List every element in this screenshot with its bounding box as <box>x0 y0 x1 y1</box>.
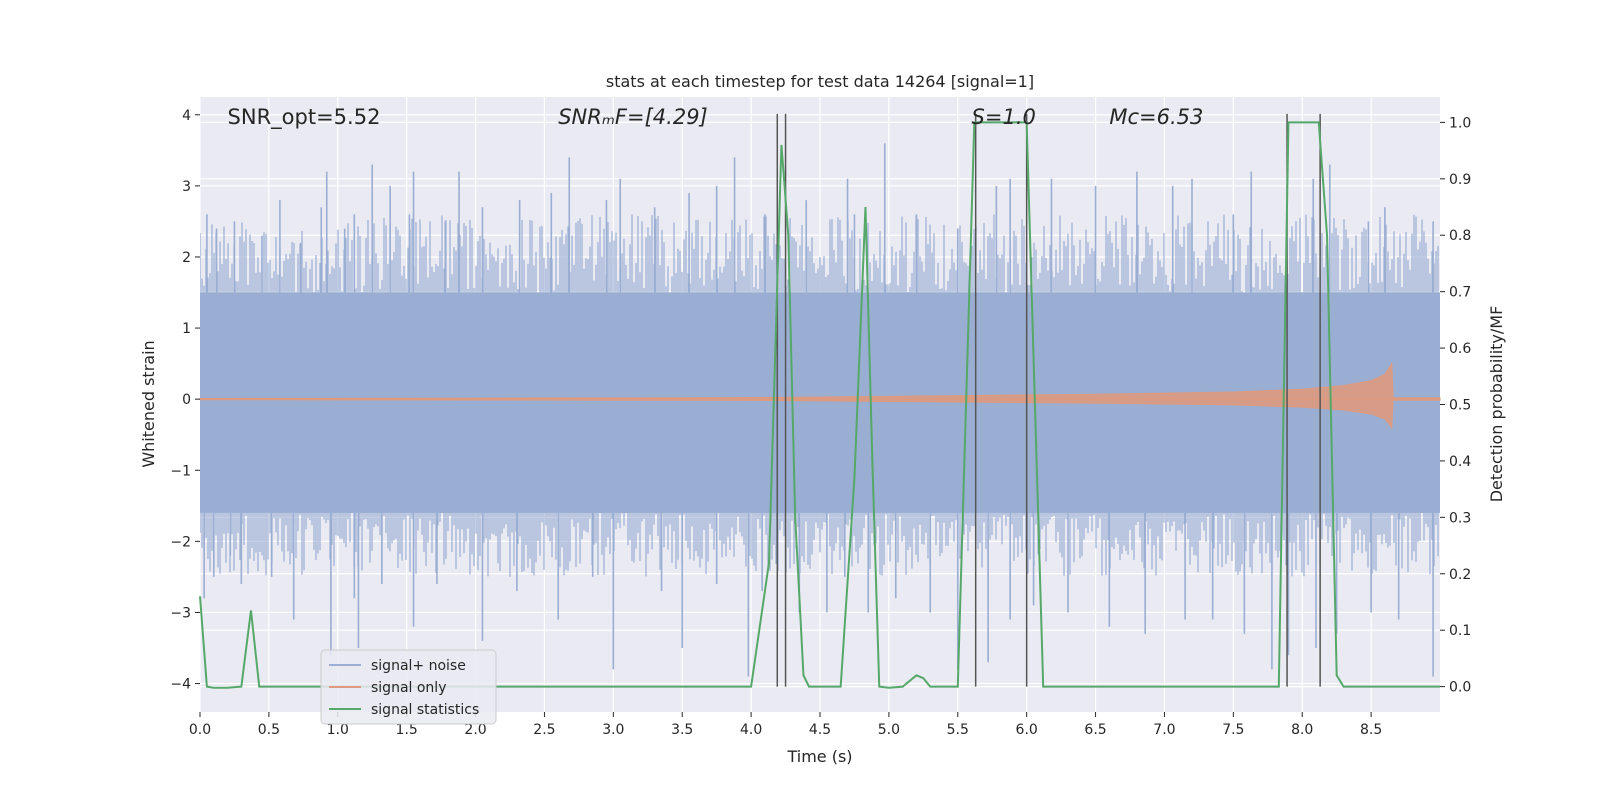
x-tick-label: 6.5 <box>1084 722 1106 738</box>
y-tick-label: 1 <box>182 321 191 337</box>
x-tick-label: 1.0 <box>327 722 349 738</box>
y-tick-label: 2 <box>182 250 191 266</box>
y2-tick-label: 0.4 <box>1449 454 1471 470</box>
y-axis-ticks: −4 −3 −2 −1 0 1 2 3 4 <box>170 108 200 693</box>
x-tick-label: 4.5 <box>809 722 831 738</box>
legend-label-stats: signal statistics <box>371 702 479 718</box>
x-tick-label: 8.5 <box>1360 722 1382 738</box>
x-tick-label: 7.5 <box>1222 722 1244 738</box>
y2-tick-label: 0.7 <box>1449 285 1471 301</box>
x-tick-label: 1.5 <box>396 722 418 738</box>
x-tick-label: 5.5 <box>947 722 969 738</box>
series-signal-only <box>199 362 1441 429</box>
y2-tick-label: 0.1 <box>1449 623 1471 639</box>
x-tick-label: 5.0 <box>878 722 900 738</box>
x-axis-ticks: 0.0 0.5 1.0 1.5 2.0 2.5 3.0 3.5 4.0 4.5 5.0 5.5 6.0 6… <box>189 712 1382 738</box>
y2-axis-ticks: 0.0 0.1 0.2 0.3 0.4 0.5 0.6 0.7 0.8 0.9 1.0 <box>1440 115 1471 696</box>
legend: signal+ noise signal only signal statist… <box>320 649 497 725</box>
plot-content <box>199 113 1441 689</box>
y-tick-label: −4 <box>170 677 191 693</box>
y2-tick-label: 0.3 <box>1449 510 1471 526</box>
y2-tick-label: 0.6 <box>1449 341 1471 357</box>
y2-tick-label: 0.2 <box>1449 567 1471 583</box>
x-tick-label: 8.0 <box>1291 722 1313 738</box>
legend-label-noise: signal+ noise <box>371 658 466 674</box>
x-tick-label: 7.0 <box>1153 722 1175 738</box>
x-tick-label: 2.5 <box>533 722 555 738</box>
annotation-2: S=1.0 <box>972 105 1036 129</box>
annotation-3: Mᴄ=6.53 <box>1109 105 1203 129</box>
legend-box <box>320 649 497 725</box>
y2-tick-label: 0.8 <box>1449 228 1471 244</box>
series-signal-noise <box>200 143 1440 677</box>
y2-tick-label: 1.0 <box>1449 115 1471 131</box>
annotations: SNR_opt=5.52 SNRₘF=[4.29] S=1.0 Mᴄ=6.53 <box>228 105 1204 130</box>
y-tick-label: −1 <box>170 463 191 479</box>
y-tick-label: 0 <box>182 392 191 408</box>
y-tick-label: 3 <box>182 179 191 195</box>
legend-label-signal: signal only <box>371 680 446 696</box>
y-axis-label: Whitened strain <box>139 340 158 467</box>
x-tick-label: 0.5 <box>258 722 280 738</box>
y-tick-label: −2 <box>170 534 191 550</box>
x-tick-label: 0.0 <box>189 722 211 738</box>
y-tick-label: 4 <box>182 108 191 124</box>
x-tick-label: 3.5 <box>671 722 693 738</box>
y-tick-label: −3 <box>170 605 191 621</box>
chart-title: stats at each timestep for test data 142… <box>606 72 1034 91</box>
y2-tick-label: 0.0 <box>1449 680 1471 696</box>
x-tick-label: 4.0 <box>740 722 762 738</box>
x-tick-label: 2.0 <box>464 722 486 738</box>
y2-tick-label: 0.5 <box>1449 398 1471 414</box>
y2-tick-label: 0.9 <box>1449 172 1471 188</box>
y2-axis-label: Detection probability/MF <box>1487 306 1506 503</box>
annotation-1: SNRₘF=[4.29] <box>558 105 708 129</box>
x-axis-label: Time (s) <box>786 747 852 766</box>
annotation-0: SNR_opt=5.52 <box>228 105 381 130</box>
x-tick-label: 3.0 <box>602 722 624 738</box>
x-tick-label: 6.0 <box>1016 722 1038 738</box>
